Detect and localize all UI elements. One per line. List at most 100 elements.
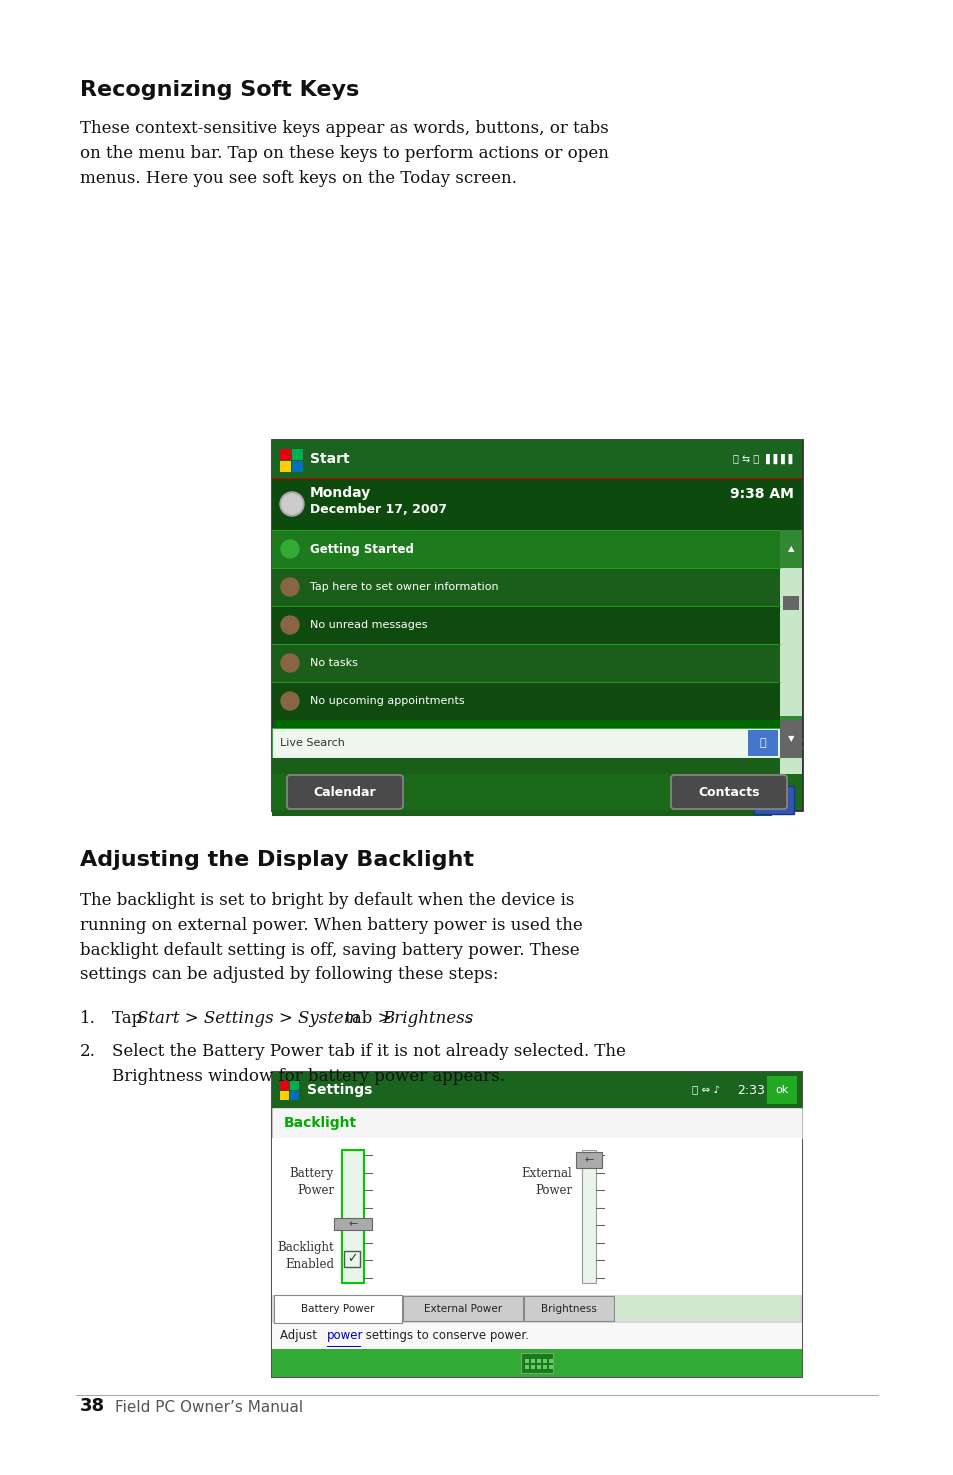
Bar bbox=[780, 720, 801, 758]
Bar bbox=[272, 568, 780, 606]
Text: Start: Start bbox=[310, 451, 349, 466]
Bar bbox=[402, 1297, 522, 1322]
Bar bbox=[274, 1295, 401, 1323]
Text: Tap: Tap bbox=[112, 1010, 148, 1027]
Bar bbox=[272, 729, 780, 758]
Bar bbox=[290, 1081, 298, 1090]
Bar bbox=[280, 1092, 289, 1100]
Bar bbox=[520, 1353, 553, 1373]
Text: tab >: tab > bbox=[339, 1010, 396, 1027]
Text: Recognizing Soft Keys: Recognizing Soft Keys bbox=[80, 80, 359, 100]
Circle shape bbox=[281, 617, 298, 634]
Bar bbox=[272, 758, 780, 786]
Text: 38: 38 bbox=[80, 1397, 105, 1415]
Text: Adjusting the Display Backlight: Adjusting the Display Backlight bbox=[80, 850, 474, 870]
Text: Monday: Monday bbox=[310, 485, 371, 500]
Text: ▼: ▼ bbox=[787, 735, 794, 743]
Text: 9:38 AM: 9:38 AM bbox=[729, 487, 793, 500]
Text: The backlight is set to bright by default when the device is
running on external: The backlight is set to bright by defaul… bbox=[80, 892, 582, 984]
Bar bbox=[272, 1108, 801, 1139]
Text: Settings: Settings bbox=[307, 1083, 372, 1097]
Text: ←: ← bbox=[348, 1220, 357, 1229]
Bar bbox=[548, 1358, 553, 1363]
Circle shape bbox=[281, 653, 298, 673]
Bar bbox=[292, 448, 303, 460]
Circle shape bbox=[280, 493, 304, 516]
Bar bbox=[747, 730, 778, 757]
Bar bbox=[780, 758, 801, 786]
Text: ⎘ ⇆ 🔊 ▐▐▐▐: ⎘ ⇆ 🔊 ▐▐▐▐ bbox=[732, 454, 791, 465]
Circle shape bbox=[281, 692, 298, 709]
Bar bbox=[531, 1364, 535, 1369]
Text: Adjust: Adjust bbox=[280, 1329, 320, 1342]
Bar bbox=[272, 681, 780, 720]
Bar bbox=[548, 1364, 553, 1369]
Bar bbox=[780, 729, 801, 758]
Text: Backlight
Enabled: Backlight Enabled bbox=[277, 1240, 334, 1271]
Text: power: power bbox=[327, 1329, 363, 1342]
Bar bbox=[272, 440, 801, 810]
Bar bbox=[272, 606, 780, 645]
Bar bbox=[272, 530, 780, 568]
Bar bbox=[272, 1350, 801, 1378]
Bar bbox=[272, 440, 801, 478]
Text: Brightness: Brightness bbox=[381, 1010, 473, 1027]
Text: ▲: ▲ bbox=[787, 544, 794, 553]
Text: ←: ← bbox=[583, 1155, 593, 1165]
Text: Contacts: Contacts bbox=[698, 786, 759, 798]
Bar bbox=[542, 1364, 546, 1369]
Circle shape bbox=[282, 494, 302, 513]
Bar bbox=[542, 1358, 546, 1363]
Text: ok: ok bbox=[775, 1086, 788, 1094]
Bar bbox=[272, 645, 780, 681]
Text: Field PC Owner’s Manual: Field PC Owner’s Manual bbox=[115, 1400, 303, 1415]
Bar bbox=[341, 1150, 364, 1283]
Text: Battery
Power: Battery Power bbox=[290, 1167, 334, 1196]
Circle shape bbox=[281, 578, 298, 596]
Bar bbox=[292, 462, 303, 472]
Text: Getting Started: Getting Started bbox=[310, 543, 414, 556]
Text: December 17, 2007: December 17, 2007 bbox=[310, 503, 447, 516]
Text: Backlight: Backlight bbox=[284, 1117, 356, 1130]
Bar bbox=[280, 462, 291, 472]
Text: No unread messages: No unread messages bbox=[310, 620, 427, 630]
Bar bbox=[766, 1075, 796, 1103]
Text: 1.: 1. bbox=[80, 1010, 95, 1027]
Text: No tasks: No tasks bbox=[310, 658, 357, 668]
Bar bbox=[272, 774, 801, 810]
Bar bbox=[280, 1081, 289, 1090]
Text: External Power: External Power bbox=[423, 1304, 501, 1314]
Bar bbox=[782, 596, 799, 611]
Bar bbox=[537, 1364, 540, 1369]
Text: Calendar: Calendar bbox=[314, 786, 375, 798]
Bar bbox=[523, 1297, 614, 1322]
Bar bbox=[290, 1092, 298, 1100]
Bar bbox=[576, 1152, 601, 1168]
Circle shape bbox=[281, 540, 298, 558]
Text: These context-sensitive keys appear as words, buttons, or tabs
on the menu bar. : These context-sensitive keys appear as w… bbox=[80, 119, 608, 187]
FancyBboxPatch shape bbox=[670, 774, 786, 808]
Bar bbox=[272, 1139, 801, 1295]
Text: Live Search: Live Search bbox=[280, 738, 345, 748]
Bar bbox=[780, 715, 801, 720]
Bar bbox=[531, 1358, 535, 1363]
Text: ✓: ✓ bbox=[346, 1252, 356, 1266]
Bar bbox=[780, 530, 801, 568]
Text: Brightness: Brightness bbox=[540, 1304, 597, 1314]
Text: Select the Battery Power tab if it is not already selected. The
Brightness windo: Select the Battery Power tab if it is no… bbox=[112, 1043, 625, 1084]
Bar bbox=[524, 1358, 529, 1363]
Bar bbox=[753, 786, 793, 814]
Bar bbox=[272, 1295, 801, 1323]
Text: ⎘ ⇔ ♪: ⎘ ⇔ ♪ bbox=[691, 1086, 720, 1094]
Bar bbox=[615, 1295, 800, 1322]
Bar bbox=[272, 1072, 801, 1378]
Bar bbox=[280, 448, 291, 460]
Bar bbox=[334, 1218, 372, 1230]
Text: 2.: 2. bbox=[80, 1043, 95, 1061]
Text: 🔎: 🔎 bbox=[759, 738, 765, 748]
Bar bbox=[344, 1251, 359, 1267]
FancyBboxPatch shape bbox=[287, 774, 402, 808]
Text: Battery Power: Battery Power bbox=[301, 1304, 375, 1314]
Text: 2:33: 2:33 bbox=[737, 1084, 764, 1096]
Text: Tap here to set owner information: Tap here to set owner information bbox=[310, 583, 498, 591]
